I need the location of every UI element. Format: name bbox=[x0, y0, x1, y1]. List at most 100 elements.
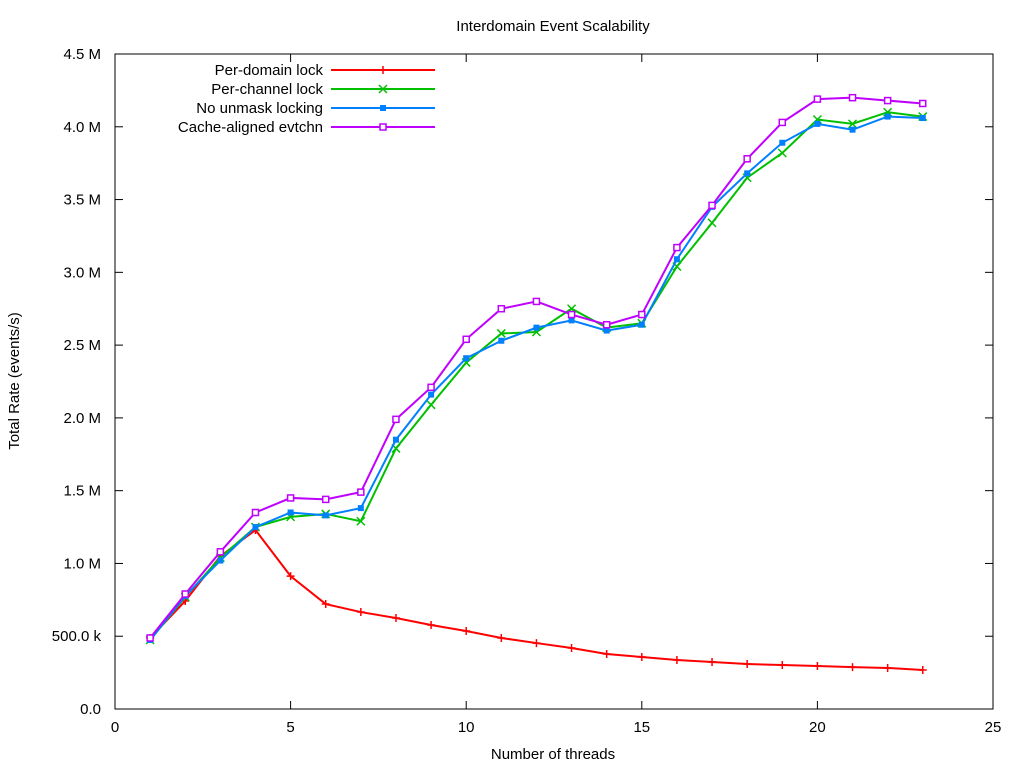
series-per-channel-lock bbox=[145, 107, 928, 645]
data-point-star bbox=[380, 105, 386, 111]
x-axis-label: Number of threads bbox=[491, 746, 615, 763]
y-tick-label: 4.0 M bbox=[63, 119, 101, 136]
data-point-square bbox=[919, 99, 927, 108]
data-point-square bbox=[216, 548, 225, 556]
data-point-square bbox=[708, 201, 716, 210]
y-tick-label: 1.5 M bbox=[63, 483, 101, 500]
data-point-plus bbox=[672, 655, 681, 664]
y-tick-label: 2.5 M bbox=[63, 337, 101, 354]
data-point-square bbox=[462, 335, 470, 344]
data-point-star bbox=[849, 126, 856, 133]
data-point-square bbox=[392, 415, 400, 424]
data-point-plus bbox=[532, 639, 541, 648]
legend-item: No unmask locking bbox=[196, 100, 435, 117]
data-point-square bbox=[286, 494, 295, 502]
data-point-cross bbox=[378, 84, 388, 94]
x-tick-label: 10 bbox=[458, 719, 475, 736]
legend-item: Cache-aligned evtchn bbox=[178, 119, 435, 136]
x-tick-label: 15 bbox=[633, 719, 650, 736]
data-point-plus bbox=[778, 661, 787, 670]
data-point-plus bbox=[462, 626, 471, 635]
data-point-star bbox=[428, 391, 435, 398]
legend-label: Cache-aligned evtchn bbox=[178, 119, 323, 136]
y-axis-label: Total Rate (events/s) bbox=[6, 312, 23, 450]
data-point-plus bbox=[602, 649, 611, 658]
series-cache-aligned-evtchn bbox=[146, 93, 927, 642]
x-tick-label: 0 bbox=[111, 719, 119, 736]
data-point-square bbox=[146, 634, 154, 642]
data-point-square bbox=[848, 93, 857, 102]
data-point-plus bbox=[497, 633, 506, 642]
data-point-star bbox=[357, 505, 364, 512]
data-point-plus bbox=[743, 660, 752, 669]
data-point-star bbox=[814, 120, 821, 127]
y-tick-label: 0.0 bbox=[80, 701, 101, 718]
data-point-plus bbox=[321, 600, 330, 609]
data-point-square bbox=[251, 508, 260, 517]
data-point-star bbox=[638, 321, 645, 328]
data-point-plus bbox=[379, 66, 387, 74]
series-line bbox=[149, 528, 923, 671]
data-point-plus bbox=[567, 644, 576, 653]
y-tick-label: 1.0 M bbox=[63, 555, 101, 572]
legend-label: Per-domain lock bbox=[215, 62, 324, 79]
data-point-plus bbox=[813, 662, 822, 671]
y-tick-label: 3.0 M bbox=[63, 264, 101, 281]
series-line bbox=[149, 96, 923, 639]
data-point-plus bbox=[356, 608, 365, 617]
data-point-square bbox=[532, 297, 541, 306]
data-point-square bbox=[321, 495, 330, 504]
data-point-square bbox=[497, 304, 506, 313]
data-point-star bbox=[603, 327, 610, 334]
data-point-cross bbox=[426, 400, 436, 410]
legend-label: No unmask locking bbox=[196, 100, 323, 117]
data-point-cross bbox=[707, 218, 717, 228]
data-point-star bbox=[744, 170, 751, 177]
plot-border bbox=[114, 53, 994, 710]
data-point-square bbox=[379, 123, 387, 131]
data-point-star bbox=[217, 557, 224, 564]
chart-title: Interdomain Event Scalability bbox=[456, 18, 650, 35]
data-point-star bbox=[568, 317, 575, 324]
data-point-star bbox=[919, 115, 926, 122]
data-point-star bbox=[533, 324, 540, 331]
data-point-square bbox=[602, 320, 611, 329]
legend-label: Per-channel lock bbox=[211, 81, 323, 98]
data-point-cross bbox=[847, 119, 858, 129]
data-point-square bbox=[181, 590, 189, 598]
data-point-plus bbox=[883, 663, 892, 672]
y-tick-label: 500.0 k bbox=[52, 628, 102, 645]
data-point-star bbox=[884, 113, 891, 120]
legend-item: Per-channel lock bbox=[211, 81, 435, 98]
data-point-star bbox=[322, 512, 329, 519]
data-point-star bbox=[252, 524, 259, 531]
data-point-square bbox=[673, 243, 681, 252]
data-point-square bbox=[778, 118, 787, 127]
data-point-plus bbox=[637, 653, 646, 662]
x-tick-label: 25 bbox=[985, 719, 1002, 736]
data-point-plus bbox=[848, 663, 857, 672]
data-point-star bbox=[463, 355, 470, 362]
data-point-star bbox=[673, 256, 680, 263]
data-point-square bbox=[427, 383, 435, 392]
data-point-square bbox=[883, 96, 892, 105]
data-point-square bbox=[567, 310, 576, 319]
data-point-star bbox=[287, 509, 294, 516]
series-line bbox=[149, 115, 923, 641]
data-point-cross bbox=[496, 328, 506, 338]
data-point-plus bbox=[391, 614, 400, 623]
y-tick-label: 2.0 M bbox=[63, 410, 101, 427]
series-per-domain-lock bbox=[146, 525, 927, 674]
data-point-plus bbox=[708, 657, 717, 666]
data-point-square bbox=[638, 310, 646, 319]
data-point-square bbox=[813, 95, 822, 103]
x-tick-label: 5 bbox=[286, 719, 294, 736]
legend-item: Per-domain lock bbox=[215, 62, 435, 79]
series-line bbox=[149, 111, 923, 641]
data-point-cross bbox=[777, 148, 787, 158]
x-tick-label: 20 bbox=[809, 719, 826, 736]
data-point-square bbox=[743, 155, 751, 163]
data-point-cross bbox=[356, 516, 366, 526]
data-point-star bbox=[779, 139, 786, 146]
